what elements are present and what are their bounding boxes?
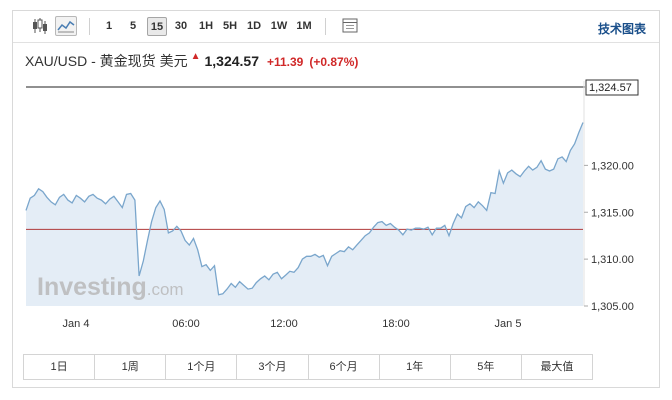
interval-1m[interactable]: 1M	[296, 20, 312, 32]
x-tick-label: 12:00	[270, 318, 298, 330]
chart-toolbar: 1 5 15 30 1H 5H 1D 1W 1M 技术图表	[13, 11, 659, 43]
y-tick-label: 1,315.00	[591, 207, 634, 219]
watermark-suffix: .com	[147, 280, 184, 299]
range-3m[interactable]: 3个月	[237, 355, 309, 379]
interval-1w[interactable]: 1W	[270, 20, 288, 32]
last-price-tag	[585, 79, 639, 96]
quote-header: XAU/USD - 黄金现货 美元 ▲ 1,324.57 +11.39 (+0.87%)	[25, 51, 358, 71]
price-series-line	[25, 122, 584, 296]
interval-1[interactable]: 1	[105, 20, 113, 32]
y-tick-label: 1,310.00	[591, 254, 634, 266]
line-chart-icon[interactable]	[55, 16, 77, 36]
candlestick-icon[interactable]	[29, 16, 51, 36]
x-tick-label: 06:00	[172, 318, 200, 330]
y-tick-label: 1,305.00	[591, 301, 634, 313]
last-price: 1,324.57	[204, 53, 259, 69]
interval-1h[interactable]: 1H	[198, 20, 214, 32]
interval-15[interactable]: 15	[147, 17, 167, 36]
x-tick-label: Jan 4	[63, 318, 90, 330]
interval-30[interactable]: 30	[174, 20, 188, 32]
table-icon[interactable]	[339, 16, 361, 36]
last-price-label: 1,324.57	[589, 82, 632, 94]
interval-5[interactable]: 5	[129, 20, 137, 32]
x-tick-label: Jan 5	[495, 318, 522, 330]
price-change-percent: (+0.87%)	[309, 55, 359, 69]
area-fill	[26, 122, 583, 306]
price-chart[interactable]: Investing.com 1,305.00 1,310.00 1,315.00 1,…	[13, 11, 659, 351]
watermark-brand: Investing	[37, 273, 147, 301]
range-6m[interactable]: 6个月	[309, 355, 380, 379]
range-1d[interactable]: 1日	[24, 355, 96, 379]
interval-1d[interactable]: 1D	[246, 20, 262, 32]
range-1w[interactable]: 1周	[95, 355, 167, 379]
technical-chart-link[interactable]: 技术图表	[597, 22, 646, 36]
range-1m[interactable]: 1个月	[166, 355, 238, 379]
instrument-name: XAU/USD - 黄金现货 美元	[25, 53, 188, 69]
range-1y[interactable]: 1年	[380, 355, 451, 379]
range-max[interactable]: 最大值	[540, 361, 574, 373]
alert-star-icon: ▲	[190, 51, 201, 62]
x-tick-label: 18:00	[382, 318, 410, 330]
price-change: +11.39	[266, 55, 304, 69]
toolbar-separator	[325, 18, 326, 35]
toolbar-separator	[89, 18, 90, 35]
range-bar: 1日 1周 1个月 3个月 6个月 1年 5年 最大值	[23, 354, 593, 380]
chart-widget: 1 5 15 30 1H 5H 1D 1W 1M 技术图表 XAU/USD - …	[12, 10, 660, 388]
interval-5h[interactable]: 5H	[222, 20, 238, 32]
range-5y[interactable]: 5年	[451, 355, 522, 379]
y-tick-label: 1,320.00	[591, 160, 634, 172]
watermark-logo: Investing.com	[37, 273, 184, 301]
